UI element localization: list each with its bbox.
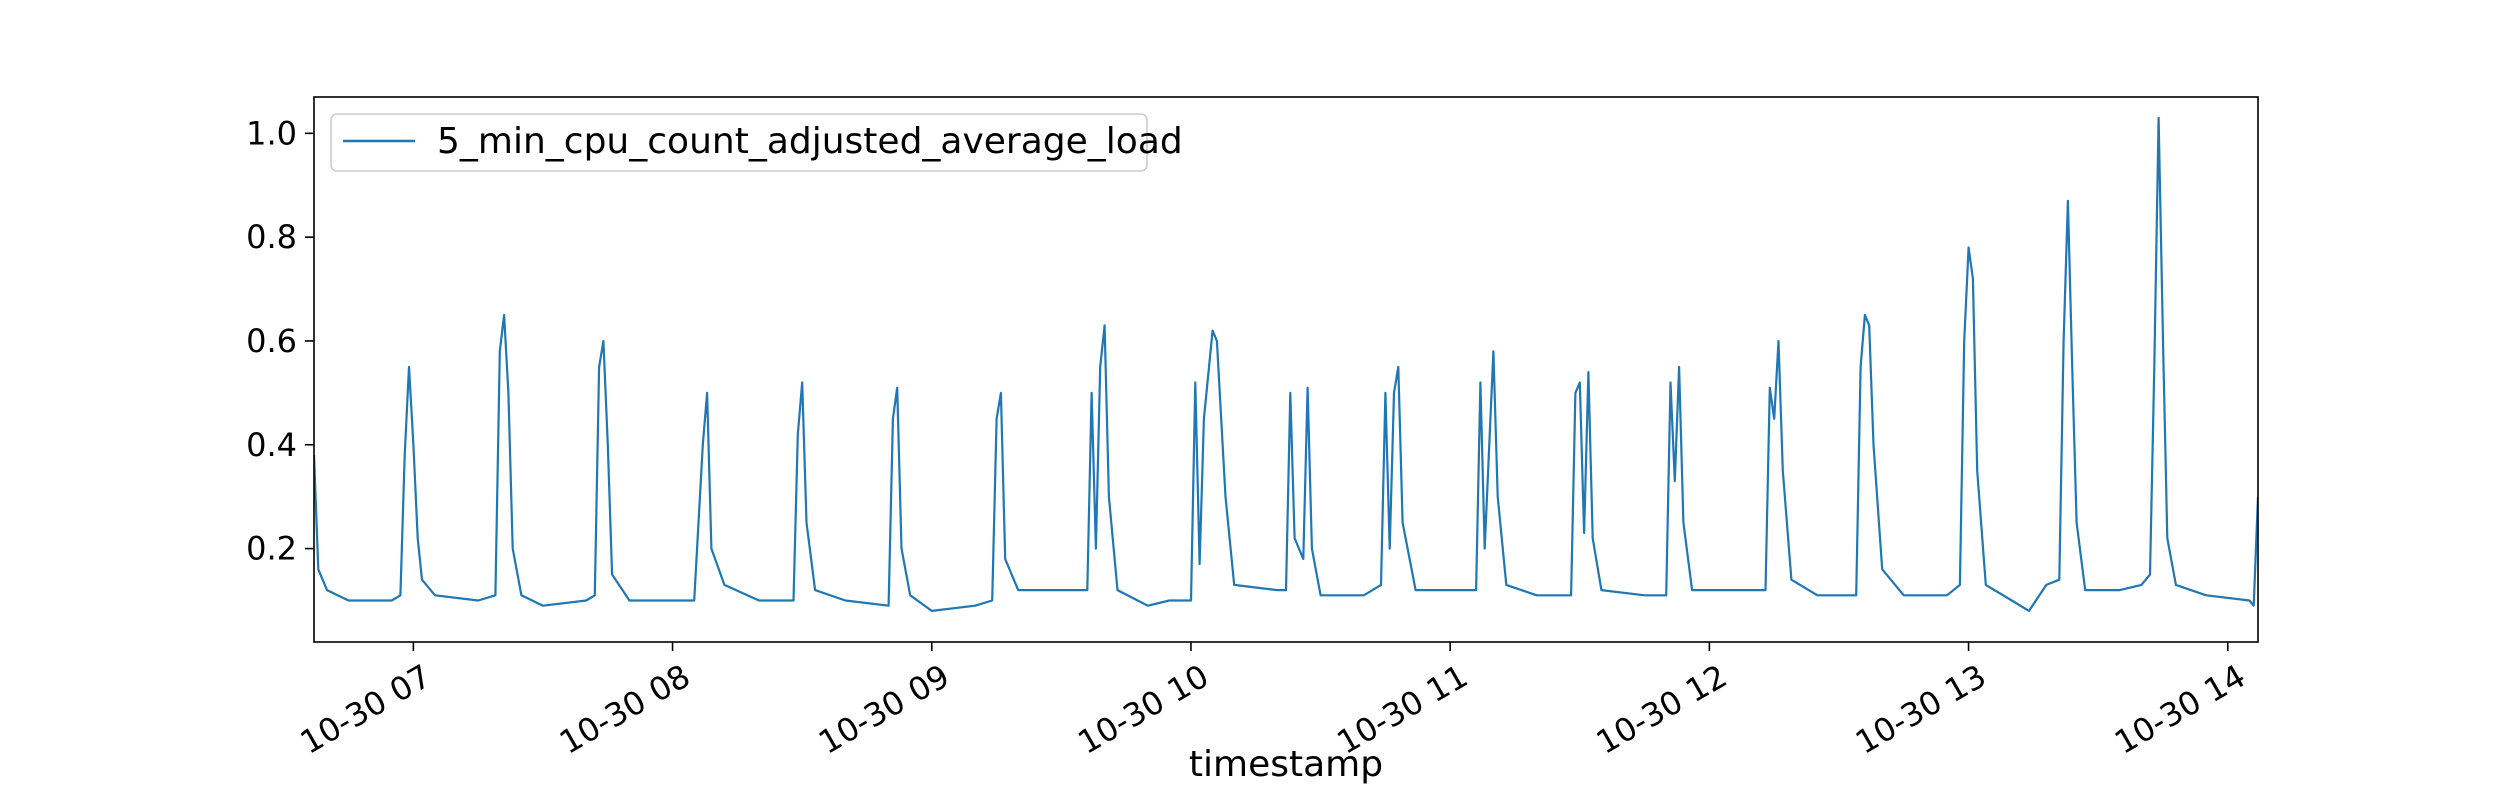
x-tick-label: 10-30 12 xyxy=(1590,657,1734,762)
x-tick-label: 10-30 14 xyxy=(2108,657,2252,762)
plot-area-frame xyxy=(313,96,2259,643)
x-tick-label: 10-30 07 xyxy=(294,657,438,762)
y-axis: 0.2 0.4 0.6 0.8 1.0 xyxy=(246,114,314,568)
x-tick-label: 10-30 09 xyxy=(812,657,956,762)
series-layer xyxy=(314,116,2258,612)
series-line-0 xyxy=(314,116,2258,612)
legend-box xyxy=(330,113,1148,172)
y-tick-label: 0.2 xyxy=(246,530,297,568)
x-tick-label: 10-30 13 xyxy=(1849,657,1993,762)
y-tick-label: 0.6 xyxy=(246,322,297,360)
y-tick-label: 0.4 xyxy=(246,426,297,464)
y-tick-label: 0.8 xyxy=(246,218,297,256)
x-axis-title: timestamp xyxy=(1189,744,1383,785)
legend: 5_min_cpu_count_adjusted_average_load xyxy=(330,113,1183,172)
legend-label: 5_min_cpu_count_adjusted_average_load xyxy=(437,121,1183,162)
y-tick-label: 1.0 xyxy=(246,114,297,152)
x-tick-label: 10-30 08 xyxy=(553,657,697,762)
